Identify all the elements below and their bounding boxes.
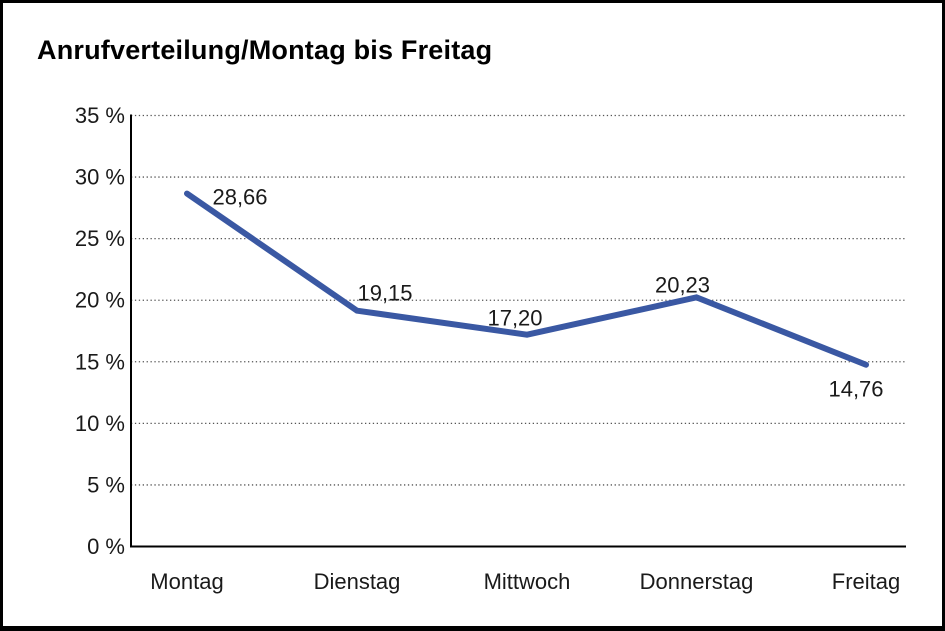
y-tick-label: 30 % — [75, 165, 125, 190]
data-label: 19,15 — [357, 281, 412, 306]
x-axis-label: Dienstag — [314, 569, 401, 594]
chart-title: Anrufverteilung/Montag bis Freitag — [37, 35, 493, 65]
data-label: 20,23 — [655, 272, 710, 297]
y-tick-label: 15 % — [75, 349, 125, 374]
x-axis-label: Mittwoch — [484, 569, 571, 594]
y-tick-label: 0 % — [87, 534, 125, 559]
x-axis-label: Donnerstag — [640, 569, 754, 594]
series-line — [184, 190, 869, 368]
y-tick-label: 20 % — [75, 288, 125, 313]
y-tick-label: 10 % — [75, 411, 125, 436]
y-tick-label: 5 % — [87, 472, 125, 497]
data-label: 14,76 — [828, 377, 883, 402]
y-tick-label: 25 % — [75, 226, 125, 251]
data-label: 28,66 — [212, 185, 267, 210]
data-label: 17,20 — [487, 306, 542, 331]
x-axis-label: Montag — [150, 569, 223, 594]
x-axis-label: Freitag — [832, 569, 900, 594]
y-tick-label: 35 % — [75, 103, 125, 128]
